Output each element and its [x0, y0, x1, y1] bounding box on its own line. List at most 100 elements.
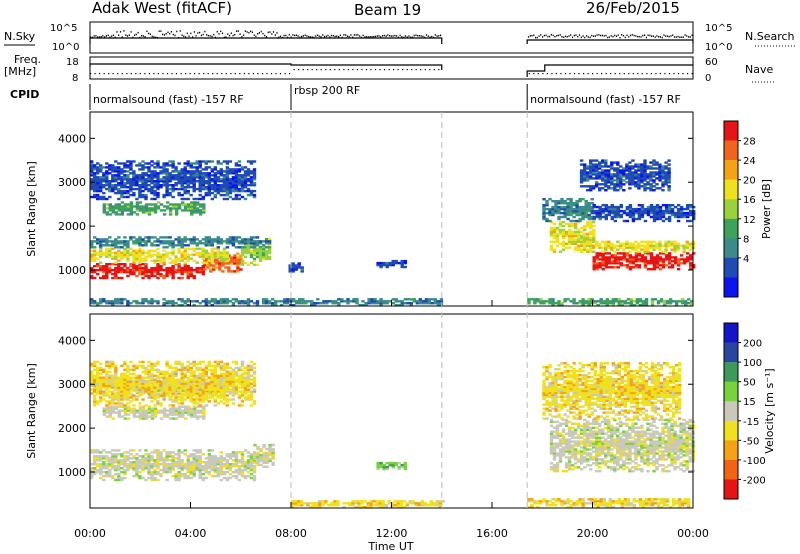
power-cell [147, 187, 151, 191]
power-cell [613, 260, 617, 263]
nsky-noise-dot [185, 36, 187, 38]
nsky-noise-dot [536, 36, 538, 39]
power-cell [566, 217, 570, 221]
velocity-cell [249, 463, 254, 466]
power-cell [144, 259, 148, 262]
velocity-cell [171, 467, 175, 470]
power-cell [652, 209, 657, 213]
velocity-cell [198, 457, 202, 460]
power-cell [605, 300, 609, 303]
power-cell [592, 185, 596, 188]
power-cell [93, 186, 97, 189]
power-cell [313, 304, 317, 307]
power-cell [123, 244, 127, 247]
power-cell [219, 180, 223, 183]
power-cell [652, 240, 656, 243]
power-cell [120, 195, 124, 199]
nsky-noise-dot [343, 34, 345, 36]
power-cell [658, 169, 662, 172]
velocity-cell [90, 378, 94, 381]
power-cell [252, 246, 257, 249]
power-cell [628, 211, 633, 215]
power-cell [569, 205, 573, 209]
power-cell [589, 169, 593, 172]
velocity-cell [174, 453, 178, 456]
power-cell [376, 302, 380, 305]
velocity-cell [186, 470, 190, 474]
power-cell [132, 270, 136, 274]
power-cell [225, 182, 230, 185]
power-cell [108, 182, 112, 185]
power-cell [424, 298, 429, 301]
power-cell [631, 244, 635, 247]
nsky-noise-dot [640, 36, 642, 38]
power-cell [141, 238, 145, 241]
power-cell [252, 257, 257, 261]
velocity-cell [132, 465, 136, 468]
power-cell [216, 242, 220, 245]
velocity-cell [253, 453, 257, 457]
power-cell [165, 236, 169, 239]
power-cell [628, 167, 632, 170]
velocity-cell [90, 463, 94, 466]
power-cell [595, 264, 599, 267]
power-cell [607, 177, 611, 180]
power-cell [252, 249, 257, 253]
power-cell [120, 162, 124, 165]
velocity-cell [93, 400, 97, 403]
power-cell [165, 178, 169, 181]
power-cell [231, 304, 236, 307]
power-cell [421, 302, 425, 305]
velocity-cell [96, 449, 100, 452]
power-cell [616, 240, 620, 243]
power-cell [652, 248, 656, 251]
nsky-noise-dot [281, 36, 283, 39]
velocity-cell [114, 370, 118, 373]
power-cell [587, 304, 591, 307]
power-cell [207, 242, 211, 245]
power-cell [138, 272, 142, 276]
velocity-cell [105, 409, 109, 412]
velocity-cell [174, 417, 179, 420]
nsky-noise-dot [195, 35, 197, 37]
power-cell [667, 217, 672, 221]
power-cell [192, 182, 196, 185]
velocity-cell [111, 449, 115, 452]
velocity-cell [177, 415, 182, 418]
power-cell [604, 262, 608, 265]
velocity-cell [150, 409, 155, 412]
velocity-cell [135, 376, 139, 379]
velocity-cell [117, 398, 121, 401]
velocity-cell [228, 476, 233, 480]
power-cell [144, 236, 148, 239]
velocity-cell [168, 467, 172, 470]
nave-dot [560, 73, 562, 75]
velocity-cell [141, 380, 145, 383]
power-cell [331, 300, 335, 303]
nsky-noise-dot [556, 35, 558, 37]
power-cell [213, 253, 217, 256]
power-cell [147, 207, 152, 210]
power-cell [162, 164, 166, 167]
power-cell [604, 260, 608, 263]
power-cell [685, 246, 689, 249]
velocity-cell [195, 461, 199, 464]
power-cell [583, 185, 587, 188]
power-cell [213, 172, 217, 175]
power-cell [613, 189, 617, 192]
power-cell [165, 201, 170, 204]
velocity-cell [120, 470, 124, 474]
velocity-cell [240, 455, 245, 458]
velocity-cell [159, 411, 164, 414]
power-cell [613, 173, 617, 176]
power-cell [665, 300, 670, 303]
power-cell [207, 193, 211, 197]
velocity-cell [234, 455, 239, 458]
power-cell [126, 209, 131, 212]
power-cell [210, 160, 214, 163]
power-cell [207, 244, 211, 247]
power-cell [219, 170, 223, 173]
power-cell [667, 209, 672, 213]
power-cell [177, 240, 181, 243]
